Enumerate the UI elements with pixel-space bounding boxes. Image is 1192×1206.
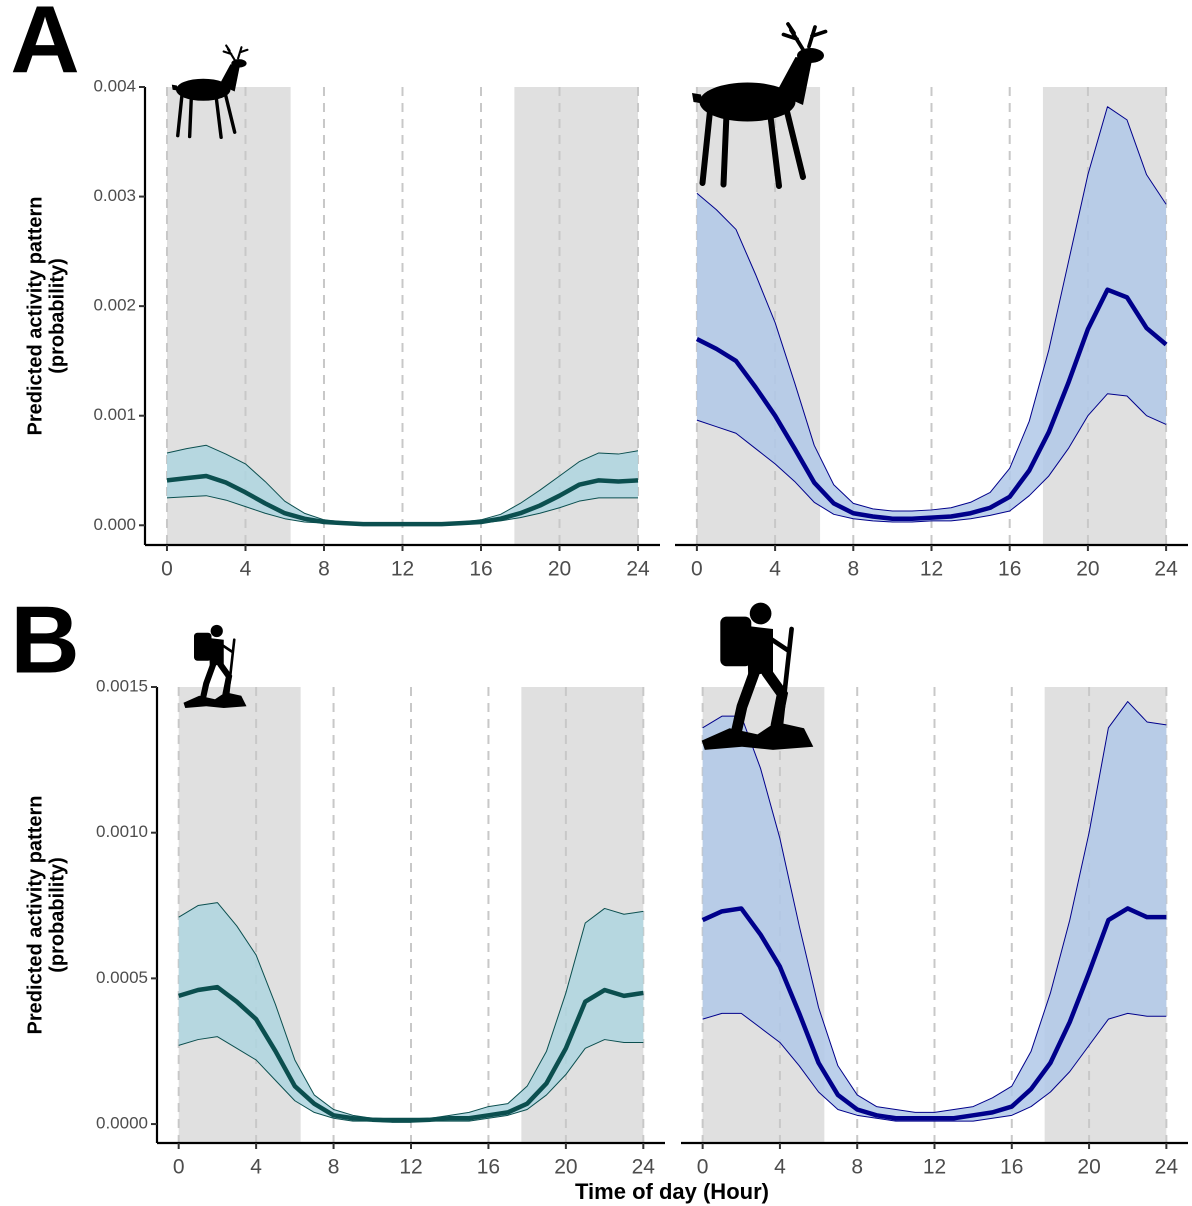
y-tick-label: 0.0010 [96, 822, 148, 841]
x-tick-label: 4 [774, 1156, 786, 1179]
x-tick-label: 4 [240, 558, 252, 581]
panel-label: B [10, 586, 79, 693]
y-axis-label: (probability) [46, 258, 68, 374]
x-tick-label: 8 [328, 1156, 340, 1179]
x-tick-label: 0 [161, 558, 173, 581]
x-tick-label: 0 [691, 558, 703, 581]
x-tick-label: 24 [632, 1156, 656, 1179]
y-tick-label: 0.001 [93, 405, 136, 424]
y-tick-label: 0.0005 [96, 968, 148, 987]
x-tick-label: 12 [923, 1156, 946, 1179]
y-axis-label: Predicted activity pattern [24, 197, 46, 436]
x-tick-label: 20 [1076, 558, 1099, 581]
x-tick-label: 16 [1000, 1156, 1023, 1179]
x-tick-label: 20 [554, 1156, 577, 1179]
x-axis-label: Time of day (Hour) [575, 1179, 769, 1204]
y-tick-label: 0.004 [93, 76, 136, 95]
x-tick-label: 24 [626, 558, 650, 581]
y-axis-label: (probability) [46, 857, 68, 973]
x-tick-label: 16 [477, 1156, 500, 1179]
figure: 0 4 8 12 16 20 24 0.000 0.001 0.002 0.003 0.004 Pred… [0, 0, 1192, 1206]
y-axis-label: Predicted activity pattern [24, 796, 46, 1035]
page: {"chart_data": [ {"type": "line", "panel… [0, 0, 1192, 1206]
x-tick-label: 24 [1154, 558, 1178, 581]
x-tick-label: 8 [851, 1156, 863, 1179]
x-tick-label: 12 [920, 558, 943, 581]
x-tick-label: 0 [697, 1156, 709, 1179]
x-tick-label: 0 [173, 1156, 185, 1179]
x-tick-label: 12 [391, 558, 414, 581]
x-tick-label: 8 [847, 558, 859, 581]
x-tick-label: 8 [318, 558, 330, 581]
y-tick-label: 0.000 [93, 515, 136, 534]
panel-label: A [10, 0, 79, 93]
x-tick-label: 16 [998, 558, 1021, 581]
x-tick-label: 20 [548, 558, 571, 581]
y-tick-label: 0.002 [93, 296, 136, 315]
x-tick-label: 20 [1077, 1156, 1100, 1179]
y-tick-label: 0.003 [93, 186, 136, 205]
x-tick-label: 12 [399, 1156, 422, 1179]
y-tick-label: 0.0015 [96, 676, 148, 695]
x-tick-label: 4 [769, 558, 781, 581]
x-tick-label: 4 [250, 1156, 262, 1179]
x-tick-label: 24 [1155, 1156, 1179, 1179]
y-tick-label: 0.0000 [96, 1114, 148, 1133]
x-tick-label: 16 [469, 558, 492, 581]
